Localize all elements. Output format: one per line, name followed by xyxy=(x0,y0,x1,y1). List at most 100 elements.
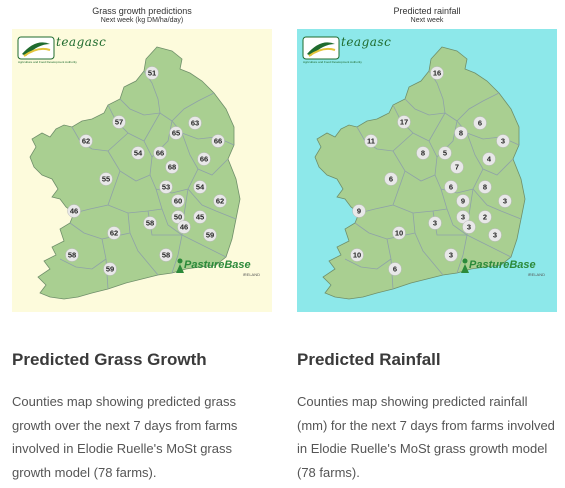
county-value-badge xyxy=(107,226,121,240)
county-border xyxy=(71,126,129,152)
county-value-badge xyxy=(165,160,179,174)
county-value-badge xyxy=(392,226,406,240)
county-border xyxy=(187,188,237,220)
county-border xyxy=(358,170,406,214)
county-value-mayo: 11 xyxy=(367,137,375,146)
county-border xyxy=(392,150,436,182)
card-description: Counties map showing predicted grass gro… xyxy=(12,394,238,480)
county-value-badge xyxy=(103,262,117,276)
county-value-monaghan: 7 xyxy=(455,163,459,172)
county-value-badge xyxy=(193,210,207,224)
county-value-waterford: 58 xyxy=(162,251,170,260)
county-value-badge xyxy=(482,152,496,166)
county-value-cork: 59 xyxy=(106,265,114,274)
county-border xyxy=(171,92,215,122)
county-value-kilkenny: 3 xyxy=(467,223,471,232)
county-border xyxy=(440,188,468,236)
county-value-tyrone: 6 xyxy=(478,119,482,128)
county-value-laois: 50 xyxy=(174,213,182,222)
county-value-leitrim: 54 xyxy=(134,149,143,158)
county-value-armagh: 3 xyxy=(501,137,505,146)
county-value-leitrim: 8 xyxy=(421,149,425,158)
county-value-badge xyxy=(188,116,202,130)
county-value-badge xyxy=(438,146,452,160)
pasturebase-figure-icon xyxy=(461,258,469,273)
county-value-cavan: 66 xyxy=(156,149,164,158)
county-value-donegal: 51 xyxy=(148,69,156,78)
county-value-badge xyxy=(364,134,378,148)
county-value-tyrone: 63 xyxy=(191,119,199,128)
county-value-badge xyxy=(488,228,502,242)
county-value-limerick: 10 xyxy=(395,229,403,238)
county-value-badge xyxy=(131,146,145,160)
county-value-waterford: 3 xyxy=(449,251,453,260)
county-value-badge xyxy=(211,134,225,148)
county-value-badge xyxy=(416,146,430,160)
county-value-badge xyxy=(456,194,470,208)
ireland-landmass xyxy=(29,46,241,300)
county-border xyxy=(392,204,448,214)
rainfall-card: Predicted rainfall Next week 16 17 11 8 6 3 8 5… xyxy=(297,0,557,484)
ireland-landmass xyxy=(314,46,526,300)
county-value-clare: 46 xyxy=(70,207,78,216)
county-value-galway: 6 xyxy=(389,175,393,184)
county-value-fermanagh: 65 xyxy=(172,129,180,138)
teagasc-swoosh-icon xyxy=(17,36,55,60)
county-value-badge xyxy=(177,220,191,234)
county-value-limerick: 62 xyxy=(110,229,118,238)
grass-growth-map: 51 62 57 65 63 66 54 66 68 66 55 53 54 60 62 46 50 45 58 62… xyxy=(12,29,272,312)
county-value-mayo: 62 xyxy=(82,137,90,146)
teagasc-swoosh-icon xyxy=(302,36,340,60)
county-value-dublin: 62 xyxy=(216,197,224,206)
county-value-badge xyxy=(444,180,458,194)
pasturebase-logo: PastureBase IRELAND xyxy=(459,258,547,280)
map-subtitle: Next week (kg DM/ha/day) xyxy=(100,17,184,24)
county-border xyxy=(404,98,458,122)
county-value-badge xyxy=(350,248,364,262)
teagasc-brand: teagasc xyxy=(341,35,392,49)
county-value-badge xyxy=(193,180,207,194)
teagasc-tagline: Agriculture and Food Development Authori… xyxy=(303,60,362,64)
county-border xyxy=(107,204,163,214)
pasturebase-brand: PastureBase xyxy=(469,259,536,271)
map-title: Grass growth predictions xyxy=(92,6,192,16)
county-value-dublin: 3 xyxy=(503,197,507,206)
county-value-badge xyxy=(79,134,93,148)
pasturebase-logo: PastureBase IRELAND xyxy=(174,258,262,280)
county-border xyxy=(119,98,173,122)
county-border xyxy=(73,170,121,214)
county-border xyxy=(59,258,107,270)
county-border xyxy=(107,150,151,182)
county-value-badge xyxy=(450,160,464,174)
county-value-badge xyxy=(462,220,476,234)
county-value-westmeath: 53 xyxy=(162,183,170,192)
map-title: Predicted rainfall xyxy=(393,6,461,16)
county-value-badge xyxy=(456,210,470,224)
teagasc-logo: teagasc Agriculture and Food Development… xyxy=(301,34,393,72)
county-value-badge xyxy=(384,172,398,186)
map-subtitle: Next week xyxy=(410,17,444,24)
county-border xyxy=(456,92,500,122)
county-border xyxy=(344,258,392,270)
county-value-badge xyxy=(67,204,81,218)
county-border xyxy=(155,188,183,236)
county-value-wicklow: 3 xyxy=(493,231,497,240)
county-value-badge xyxy=(159,248,173,262)
county-value-badge xyxy=(397,115,411,129)
county-border xyxy=(456,234,468,274)
county-value-badge xyxy=(496,134,510,148)
county-value-galway: 55 xyxy=(102,175,110,184)
grass-growth-card: Grass growth predictions Next week (kg D… xyxy=(12,0,272,484)
county-value-badge xyxy=(430,66,444,80)
county-value-badge xyxy=(171,210,185,224)
teagasc-tagline: Agriculture and Food Development Authori… xyxy=(18,60,77,64)
county-value-laois: 3 xyxy=(461,213,465,222)
card-heading: Predicted Grass Growth xyxy=(12,350,207,369)
county-value-badge xyxy=(145,66,159,80)
card-heading: Predicted Rainfall xyxy=(297,350,441,369)
county-value-westmeath: 6 xyxy=(449,183,453,192)
county-value-tipperary: 58 xyxy=(146,219,154,228)
